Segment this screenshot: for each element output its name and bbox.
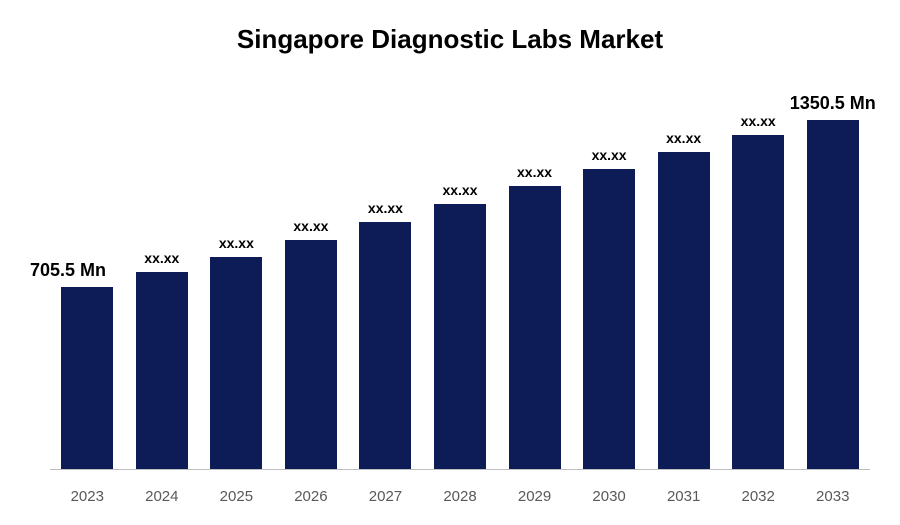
bar [359,222,411,469]
x-axis-tick: 2030 [572,488,647,505]
x-axis-tick: 2028 [423,488,498,505]
bar-slot: xx.xx [423,95,498,469]
bar [434,204,486,469]
x-axis-tick: 2026 [274,488,349,505]
bar [807,120,859,469]
bar-slot: xx.xx [721,95,796,469]
bar-slot: xx.xx [125,95,200,469]
bar-slot: 1350.5 Mn [795,95,870,469]
chart-plot-area: 705.5 Mnxx.xxxx.xxxx.xxxx.xxxx.xxxx.xxxx… [50,95,870,470]
x-axis-tick: 2031 [646,488,721,505]
bar [61,287,113,469]
bar [583,169,635,469]
x-axis-tick: 2024 [125,488,200,505]
x-axis-tick: 2025 [199,488,274,505]
bar-slot: 705.5 Mn [50,95,125,469]
bar [732,135,784,469]
bar-slot: xx.xx [199,95,274,469]
bar [509,186,561,469]
x-axis-tick: 2033 [795,488,870,505]
bar-slot: xx.xx [348,95,423,469]
bar [136,272,188,469]
bar-container: 705.5 Mnxx.xxxx.xxxx.xxxx.xxxx.xxxx.xxxx… [50,95,870,470]
bar-value-label: 1350.5 Mn [773,93,893,114]
bar-slot: xx.xx [646,95,721,469]
x-axis-tick: 2027 [348,488,423,505]
x-axis-tick: 2032 [721,488,796,505]
chart-title: Singapore Diagnostic Labs Market [0,0,900,55]
x-axis-tick: 2023 [50,488,125,505]
x-axis: 2023202420252026202720282029203020312032… [50,488,870,505]
x-axis-tick: 2029 [497,488,572,505]
bar [285,240,337,469]
bar [210,257,262,469]
bar-slot: xx.xx [572,95,647,469]
bar-slot: xx.xx [274,95,349,469]
bar [658,152,710,469]
